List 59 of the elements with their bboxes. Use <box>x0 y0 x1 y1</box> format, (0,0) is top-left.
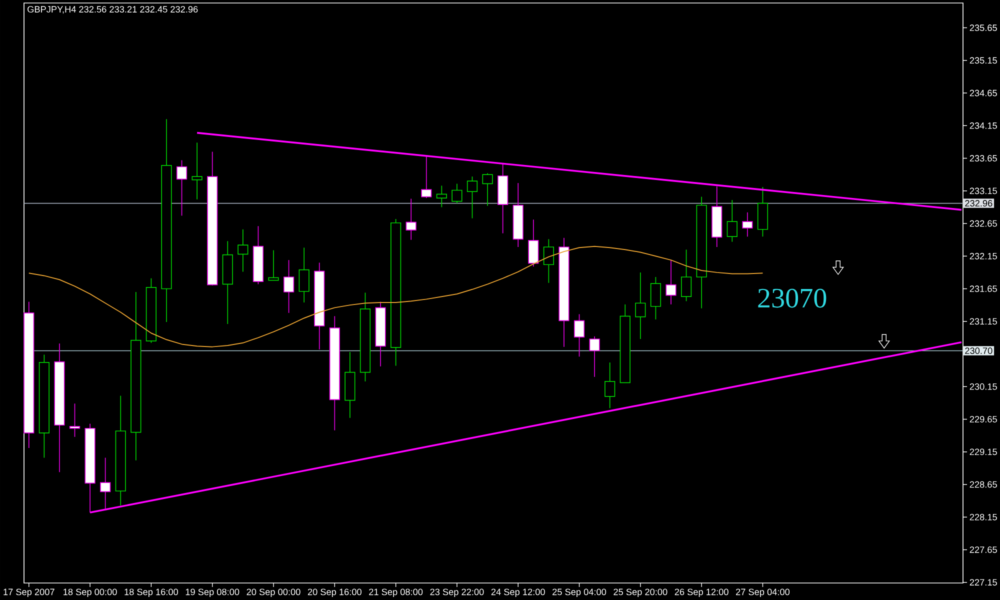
y-tick-label: 232.15 <box>970 252 997 260</box>
x-tick-label: 20 Sep 16:00 <box>308 588 362 597</box>
y-tick-label: 233.65 <box>970 155 997 162</box>
x-tick-label: 21 Sep 08:00 <box>369 588 423 597</box>
x-tick-label: 20 Sep 00:00 <box>246 588 300 597</box>
candlestick <box>268 250 279 281</box>
candlestick <box>176 160 188 216</box>
candlestick <box>298 247 310 303</box>
x-tick-label: 23 Sep 22:00 <box>430 588 484 597</box>
x-tick-label: 19 Sep 08:00 <box>186 588 240 597</box>
x-tick-label: 25 Sep 04:00 <box>552 588 606 597</box>
y-tick-label: 229.65 <box>970 416 997 422</box>
y-tick-label: 231.15 <box>970 318 997 325</box>
y-tick-label: 234.15 <box>970 122 997 129</box>
candlestick <box>482 172 493 206</box>
candlestick <box>635 272 646 340</box>
candlestick <box>69 403 80 438</box>
candlestick <box>604 362 616 409</box>
x-tick-label: 26 Sep 12:00 <box>674 588 728 597</box>
ref-line-label: 230.70 <box>965 348 992 354</box>
candlestick <box>742 212 753 237</box>
y-tick-label: 235.65 <box>970 24 997 32</box>
y-tick-label: 233.15 <box>970 188 997 194</box>
annotation: 23070 <box>758 288 826 308</box>
candlestick <box>283 260 294 314</box>
y-tick-label: 234.65 <box>970 90 997 96</box>
y-tick-label: 227.65 <box>970 546 997 553</box>
y-tick-label: 228.65 <box>970 481 997 488</box>
candlestick <box>680 249 692 302</box>
candlestick <box>100 457 111 510</box>
candlestick <box>574 314 585 358</box>
candlestick <box>421 155 432 198</box>
x-tick-label: 18 Sep 00:00 <box>64 588 117 597</box>
y-tick-label: 231.65 <box>970 286 997 292</box>
candlestick <box>452 183 462 204</box>
candlestick <box>589 336 600 378</box>
x-tick-label: 27 Sep 04:00 <box>736 588 790 597</box>
y-tick-label: 232.65 <box>970 220 997 227</box>
x-tick-label: 24 Sep 12:00 <box>491 588 545 597</box>
candlestick <box>528 219 539 267</box>
y-tick-label: 227.15 <box>970 579 997 586</box>
candlestick <box>543 238 554 284</box>
x-tick-label: 18 Sep 16:00 <box>124 588 178 597</box>
x-tick-label: 25 Sep 20:00 <box>614 588 668 597</box>
candlestick <box>666 260 676 305</box>
y-tick-label: 235.15 <box>970 57 997 64</box>
y-tick-label: 230.15 <box>970 383 997 390</box>
chart-title: GBPJPY,H4 232.56 233.21 232.45 232.96 <box>28 6 198 14</box>
x-tick-label: 17 Sep 2007 <box>4 588 54 597</box>
y-tick-label: 228.15 <box>970 514 997 520</box>
candlestick <box>192 142 202 200</box>
y-tick-label: 229.15 <box>970 448 997 456</box>
candlestick <box>650 276 662 320</box>
candlestick <box>238 228 248 272</box>
candlestick <box>406 198 416 240</box>
ref-line-label: 232.96 <box>965 200 992 207</box>
candlestick <box>436 185 447 208</box>
candlestick <box>466 176 478 219</box>
candlestick <box>726 200 738 242</box>
